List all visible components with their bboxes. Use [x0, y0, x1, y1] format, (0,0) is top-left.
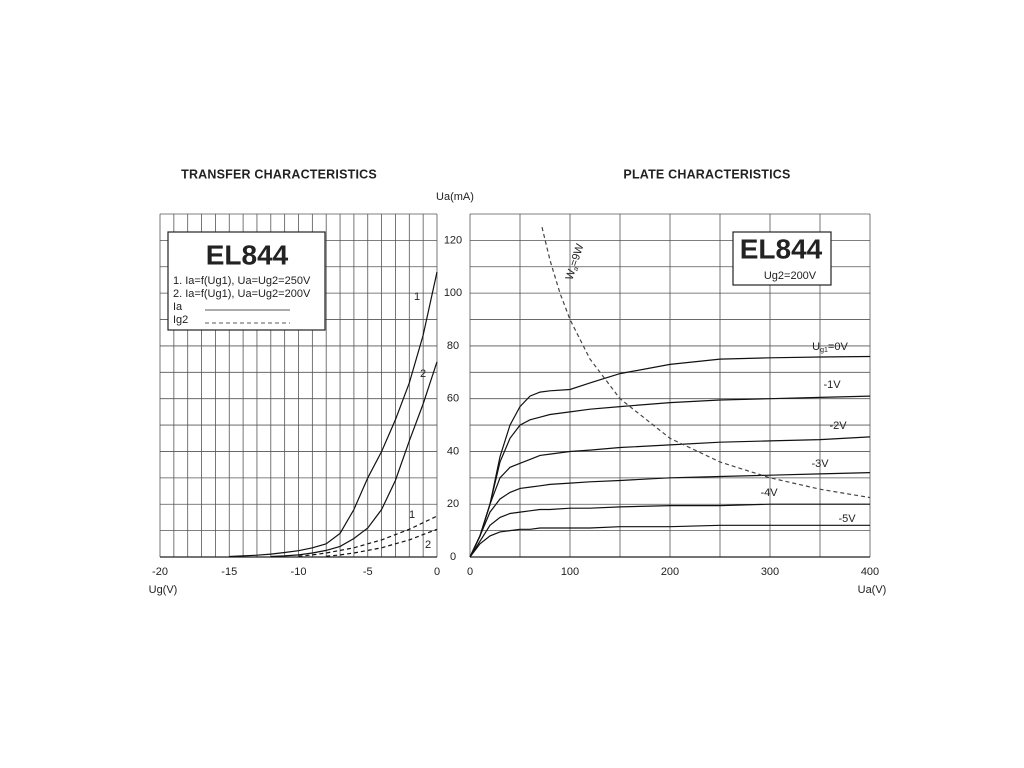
y-tick-label: 80 — [447, 340, 459, 352]
y-tick-label: 20 — [447, 498, 459, 510]
curve — [469, 436, 871, 558]
curve — [469, 355, 871, 558]
legend-label: Ig2 — [173, 314, 188, 326]
curve — [326, 528, 438, 557]
box-line: 1. Ia=f(Ug1), Ua=Ug2=250V — [173, 275, 311, 287]
y-tick-label: 40 — [447, 445, 459, 457]
x-axis-title: Ua(V) — [858, 584, 887, 596]
y-tick-label: 100 — [444, 287, 462, 299]
curve-label-part: U — [812, 341, 820, 353]
x-tick-label: -10 — [291, 566, 307, 578]
y-tick-label: 120 — [444, 234, 462, 246]
curve — [298, 515, 438, 557]
x-tick-label: 100 — [561, 566, 579, 578]
box-title: EL844 — [740, 233, 823, 264]
x-tick-label: 0 — [434, 566, 440, 578]
x-tick-label: -20 — [152, 566, 168, 578]
curve-label: Ug1=0V — [812, 341, 848, 354]
legend-box — [167, 231, 326, 331]
curve-label: -4V — [760, 487, 778, 499]
curve-label: 2 — [425, 539, 431, 551]
x-tick-label: 400 — [861, 566, 879, 578]
x-tick-label: 200 — [661, 566, 679, 578]
y-tick-label: 0 — [450, 551, 456, 563]
curve-label: -1V — [823, 379, 841, 391]
curve-label: -3V — [811, 458, 829, 470]
curve-label: -5V — [838, 513, 856, 525]
x-tick-label: 300 — [761, 566, 779, 578]
y-axis-title: Ua(mA) — [436, 191, 474, 203]
legend-label: Ia — [173, 301, 183, 313]
curve-label: 1 — [409, 509, 415, 521]
curve-label-part: =9W — [568, 242, 587, 268]
curve — [469, 472, 871, 558]
curve — [469, 503, 870, 558]
curve-label: 1 — [414, 291, 420, 303]
curve-label-part: g1 — [820, 347, 828, 354]
box-title: EL844 — [206, 239, 289, 270]
curve — [469, 395, 871, 558]
chart-title: PLATE CHARACTERISTICS — [623, 167, 790, 181]
plot — [469, 213, 871, 558]
x-tick-label: 0 — [467, 566, 473, 578]
y-tick-label: 60 — [447, 393, 459, 405]
box-line: Ug2=200V — [764, 270, 817, 282]
curve-label: 2 — [420, 368, 426, 380]
curve-label-part: W — [563, 267, 578, 281]
curve — [229, 271, 438, 558]
curve-label: Wa=9W — [563, 242, 587, 282]
curve — [541, 227, 871, 499]
box-line: 2. Ia=f(Ug1), Ua=Ug2=200V — [173, 288, 311, 300]
x-tick-label: -5 — [363, 566, 373, 578]
chart-title: TRANSFER CHARACTERISTICS — [181, 167, 377, 181]
x-tick-label: -15 — [221, 566, 237, 578]
legend-box — [732, 231, 832, 286]
curve-label-part: =0V — [828, 341, 849, 353]
x-axis-title: Ug(V) — [149, 584, 178, 596]
curve-label-part: a — [572, 266, 580, 272]
curve-label: -2V — [829, 420, 847, 432]
curve — [270, 361, 438, 558]
curve — [469, 524, 870, 558]
